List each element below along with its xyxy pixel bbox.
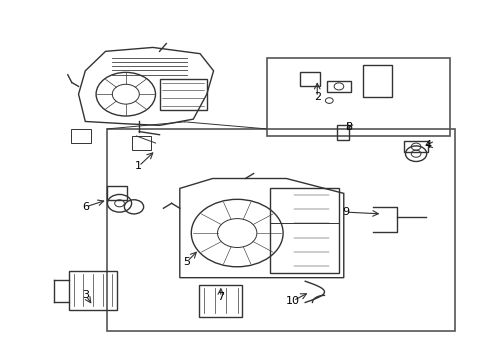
- Text: 2: 2: [313, 92, 320, 102]
- Text: 3: 3: [82, 290, 89, 300]
- Bar: [363, 65, 391, 97]
- Text: 7: 7: [217, 292, 224, 302]
- Bar: [270, 188, 338, 273]
- Text: 6: 6: [82, 202, 89, 212]
- Bar: [199, 285, 242, 317]
- Bar: [69, 271, 117, 310]
- Text: 4: 4: [424, 140, 431, 150]
- Text: 5: 5: [183, 257, 190, 267]
- Bar: [336, 125, 348, 140]
- Bar: [266, 58, 449, 136]
- Text: 8: 8: [344, 122, 351, 132]
- Bar: [107, 129, 454, 331]
- Text: 1: 1: [135, 161, 142, 171]
- Text: 10: 10: [286, 296, 300, 306]
- Text: 9: 9: [342, 207, 349, 217]
